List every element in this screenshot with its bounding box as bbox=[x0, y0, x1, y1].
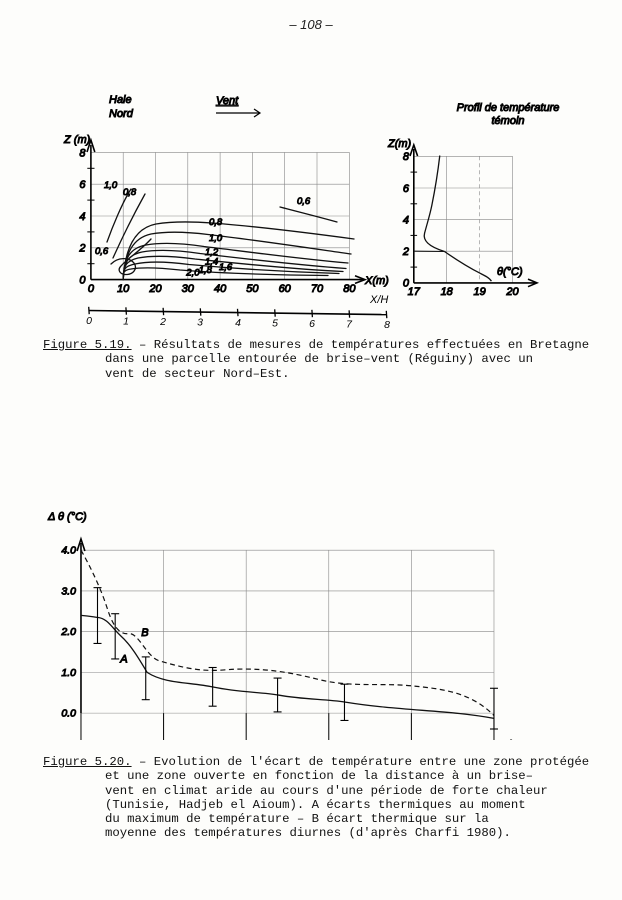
svg-text:20: 20 bbox=[148, 283, 162, 295]
svg-text:80: 80 bbox=[343, 283, 356, 295]
svg-text:1,0: 1,0 bbox=[209, 233, 223, 244]
svg-text:0,8: 0,8 bbox=[123, 187, 137, 198]
svg-text:17: 17 bbox=[408, 286, 421, 298]
svg-text:30: 30 bbox=[182, 283, 195, 295]
svg-text:2,0: 2,0 bbox=[185, 268, 200, 279]
svg-text:X/H: X/H bbox=[499, 739, 518, 740]
svg-text:Haie: Haie bbox=[109, 94, 132, 106]
svg-text:Nord: Nord bbox=[109, 108, 134, 120]
svg-text:Δ θ (°C): Δ θ (°C) bbox=[47, 511, 87, 523]
svg-text:Z (m): Z (m) bbox=[63, 134, 91, 146]
svg-text:1: 1 bbox=[123, 316, 129, 328]
svg-text:Vent: Vent bbox=[216, 95, 239, 107]
svg-text:3.0: 3.0 bbox=[61, 585, 76, 597]
svg-text:Profil de température: Profil de température bbox=[457, 102, 560, 114]
svg-text:4: 4 bbox=[235, 317, 241, 329]
svg-text:6: 6 bbox=[309, 318, 315, 330]
svg-text:X(m): X(m) bbox=[364, 275, 389, 287]
svg-text:0,8: 0,8 bbox=[209, 217, 223, 228]
svg-text:X/H: X/H bbox=[369, 294, 388, 306]
svg-text:8: 8 bbox=[384, 319, 390, 330]
svg-text:témoin: témoin bbox=[491, 115, 524, 127]
svg-text:2: 2 bbox=[159, 316, 166, 328]
svg-text:18: 18 bbox=[441, 286, 454, 298]
svg-text:20: 20 bbox=[505, 286, 519, 298]
svg-text:A: A bbox=[119, 653, 127, 665]
svg-text:0: 0 bbox=[86, 315, 92, 327]
svg-text:6: 6 bbox=[79, 179, 86, 191]
svg-text:40: 40 bbox=[214, 283, 227, 295]
svg-text:B: B bbox=[141, 627, 148, 639]
svg-text:0: 0 bbox=[88, 283, 95, 295]
svg-text:1,0: 1,0 bbox=[104, 180, 118, 191]
svg-text:4: 4 bbox=[403, 214, 409, 226]
svg-text:5: 5 bbox=[272, 318, 278, 330]
svg-text:10: 10 bbox=[117, 283, 130, 295]
svg-text:19: 19 bbox=[473, 286, 485, 298]
svg-text:Z(m): Z(m) bbox=[387, 138, 412, 150]
svg-text:60: 60 bbox=[279, 283, 292, 295]
svg-text:θ(°C): θ(°C) bbox=[497, 266, 523, 278]
svg-text:4: 4 bbox=[79, 211, 85, 223]
svg-text:4.0: 4.0 bbox=[61, 545, 76, 557]
svg-text:0.0: 0.0 bbox=[61, 708, 76, 720]
svg-text:0,6: 0,6 bbox=[95, 246, 109, 257]
svg-text:6: 6 bbox=[403, 183, 410, 195]
svg-text:1.0: 1.0 bbox=[61, 667, 76, 679]
svg-text:8: 8 bbox=[79, 147, 86, 159]
svg-text:2: 2 bbox=[402, 246, 409, 258]
svg-text:70: 70 bbox=[311, 283, 324, 295]
svg-text:50: 50 bbox=[246, 283, 259, 295]
svg-text:7: 7 bbox=[346, 319, 353, 331]
svg-text:2: 2 bbox=[78, 243, 85, 255]
svg-text:1,6: 1,6 bbox=[219, 262, 233, 273]
svg-text:1,8: 1,8 bbox=[199, 265, 213, 276]
svg-text:3: 3 bbox=[197, 317, 203, 329]
svg-text:0: 0 bbox=[79, 275, 86, 287]
svg-text:8: 8 bbox=[403, 151, 410, 163]
svg-text:2.0: 2.0 bbox=[60, 626, 76, 638]
svg-text:0,6: 0,6 bbox=[297, 196, 311, 207]
